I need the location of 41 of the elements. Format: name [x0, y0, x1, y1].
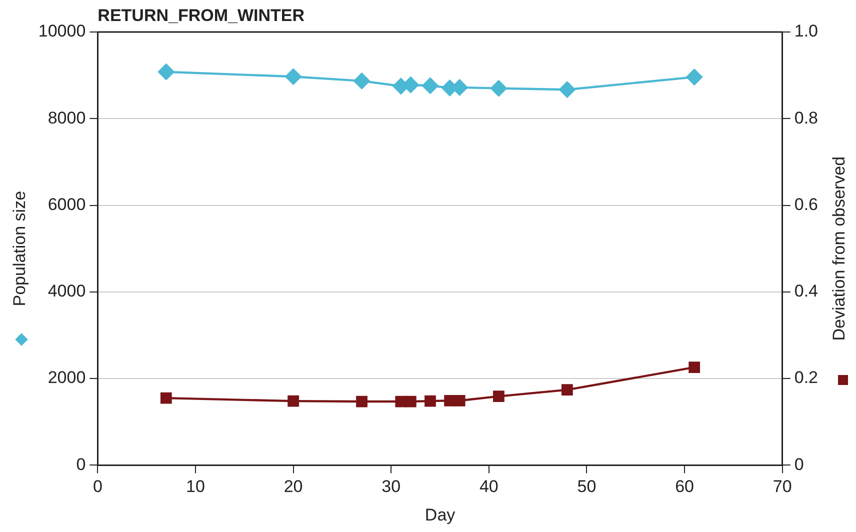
point — [559, 82, 576, 98]
y-tick-label: 2000 — [48, 368, 86, 388]
chart-title: RETURN_FROM_WINTER — [98, 6, 305, 26]
y-tick-label: 10000 — [38, 22, 86, 41]
point — [354, 72, 370, 90]
point — [490, 80, 507, 96]
x-tick-label: 10 — [186, 477, 205, 496]
x-tick-label: 40 — [479, 477, 498, 496]
x-tick-label: 20 — [284, 477, 303, 496]
point — [160, 392, 172, 404]
point — [688, 362, 700, 373]
y2-tick-label: 0.2 — [794, 368, 818, 388]
point — [493, 390, 504, 402]
x-tick-label: 70 — [772, 477, 792, 496]
x-tick-label: 60 — [675, 477, 694, 496]
point — [422, 78, 438, 94]
y-tick-label: 8000 — [48, 108, 86, 128]
x-axis-title: Day — [424, 505, 456, 524]
x-tick-label: 0 — [92, 477, 102, 496]
x-tick-label: 30 — [382, 477, 401, 496]
point — [356, 396, 368, 408]
point — [444, 394, 456, 406]
point — [404, 396, 416, 408]
y-tick-label: 6000 — [48, 194, 86, 214]
point — [454, 394, 466, 406]
y2-tick-label: 0.6 — [794, 194, 818, 214]
y2-axis-title: Deviation from observed — [830, 156, 849, 341]
y2-tick-label: 1.0 — [794, 22, 818, 41]
y-axis-title: Population size — [10, 190, 29, 306]
y2-tick-label: 0.8 — [794, 108, 818, 128]
point — [686, 68, 702, 86]
y2-tick-label: 0.4 — [794, 282, 818, 301]
y-tick-label: 0 — [76, 454, 86, 474]
x-tick-label: 50 — [577, 477, 596, 496]
point — [424, 395, 436, 407]
y2-tick-label: 0 — [794, 454, 804, 474]
point — [285, 68, 302, 85]
point — [561, 384, 573, 396]
point — [158, 64, 174, 80]
y-tick-label: 4000 — [48, 282, 86, 301]
point — [288, 395, 299, 407]
